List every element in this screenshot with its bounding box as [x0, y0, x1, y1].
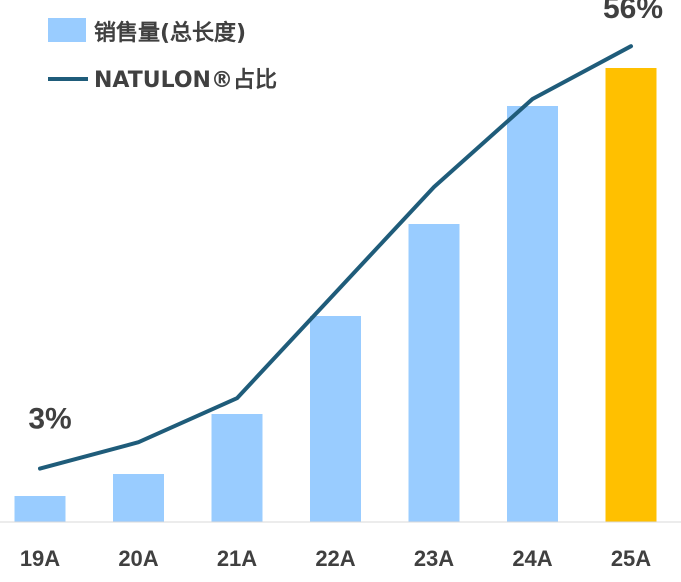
bar-series [14, 68, 657, 522]
bar-23A [408, 224, 460, 522]
data-label-19A: 3% [28, 403, 71, 436]
data-label-25A: 56% [603, 0, 663, 25]
line-series [38, 44, 633, 471]
legend-label-bar: 销售量(总长度) [94, 20, 246, 46]
legend-bar-swatch [48, 18, 86, 42]
bar-20A [113, 474, 164, 522]
x-tick-19A: 19A [20, 546, 60, 571]
x-tick-23A: 23A [414, 546, 454, 571]
bar-22A [310, 316, 361, 522]
x-tick-22A: 22A [315, 546, 355, 571]
x-axis-ticks: 19A 20A 21A 22A 23A 24A 25A [20, 546, 651, 571]
legend-label-line: NATULON®占比 [94, 68, 277, 93]
x-tick-24A: 24A [512, 546, 552, 571]
bar-24A [507, 106, 558, 522]
data-labels: 3% 56% [28, 0, 663, 436]
x-tick-20A: 20A [118, 546, 158, 571]
legend: 销售量(总长度) NATULON®占比 [48, 18, 277, 93]
bar-19A [14, 496, 66, 522]
x-tick-25A: 25A [611, 546, 651, 571]
bar-25A [605, 68, 657, 522]
bar-21A [211, 414, 263, 522]
x-tick-21A: 21A [217, 546, 257, 571]
